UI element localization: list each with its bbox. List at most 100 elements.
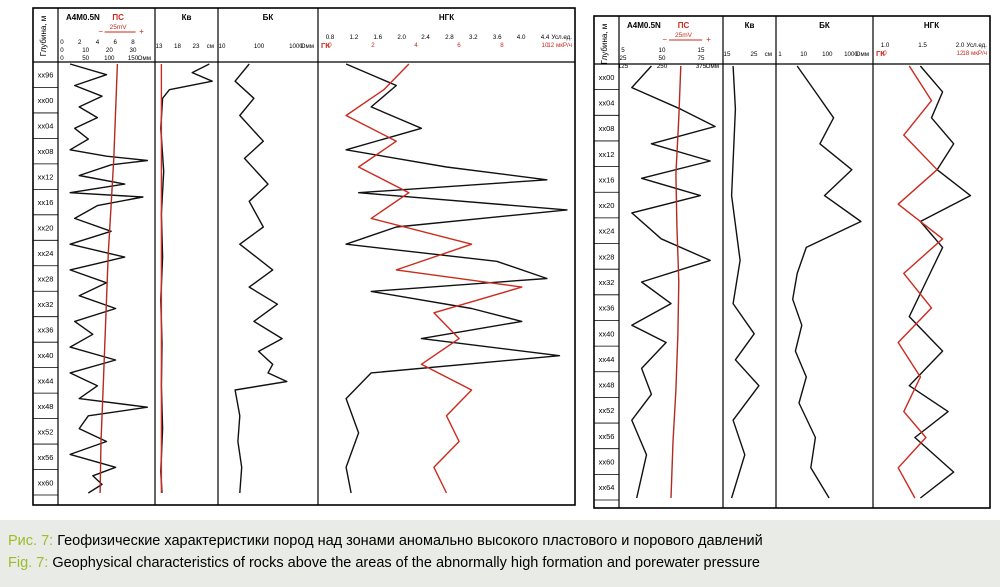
depth-tick-label: xx64 (599, 483, 615, 492)
scale-tick-label: 5 (621, 47, 625, 54)
log-curve-a4m05n (69, 63, 149, 494)
depth-tick-label: xx40 (38, 351, 54, 360)
depth-tick-label: xx04 (599, 98, 615, 107)
log-chart-svg: Глубина, м xx00 xx04 xx08 xx12 xx16 xx20 xx24 xx… (593, 15, 991, 509)
log-chart-svg: Глубина, м xx96 xx00 xx04 xx08 xx12 xx16 xx20 xx… (32, 7, 576, 506)
track-name: A4M0.5N (627, 21, 661, 30)
log-curve-гк (897, 65, 944, 499)
track-unit: Омм (138, 55, 151, 62)
caption-en-prefix: Fig. 7: (8, 555, 49, 571)
depth-tick-label: xx08 (38, 147, 54, 156)
track-name: БК (263, 13, 274, 22)
ps-scale: 25mV (675, 32, 693, 39)
log-curve-нгк (908, 65, 972, 499)
scale-tick-label: 1.2 (350, 34, 359, 41)
log-curve-нгк (345, 63, 568, 494)
scale-tick-label: 10 (659, 47, 666, 54)
ps-plus: + (706, 35, 711, 44)
depth-tick-label: xx12 (599, 150, 615, 159)
track-unit-top: Усл.ед. (551, 34, 572, 41)
scale-tick-label: 20 (106, 47, 113, 54)
caption-ru-text: Геофизические характеристики пород над з… (57, 533, 763, 549)
scale-tick-label: 2 (78, 39, 82, 46)
depth-tick-label: xx24 (599, 227, 615, 236)
depth-tick-label: xx32 (599, 278, 615, 287)
scale-tick-label: 0 (60, 47, 64, 54)
caption-en-text: Geophysical characteristics of rocks abo… (52, 555, 760, 571)
scale-tick-label: 13 (156, 43, 163, 50)
depth-tick-label: xx36 (599, 304, 615, 313)
track-unit-bottom: 12 мкР/ч (547, 42, 572, 49)
depth-tick-label: xx04 (38, 122, 54, 131)
scale-tick-label: 150 (128, 55, 139, 62)
chart-frame (32, 7, 576, 506)
scale-tick-label: 0 (60, 39, 64, 46)
track-name: Кв (182, 13, 192, 22)
caption-en: Fig. 7: Geophysical characteristics of r… (8, 552, 986, 574)
depth-tick-label: xx40 (599, 329, 615, 338)
scale-tick-label: 100 (104, 55, 115, 62)
scale-tick-label: 4 (414, 42, 418, 49)
depth-tick-label: xx20 (38, 224, 54, 233)
scale-tick-label: 0 (883, 50, 887, 57)
ps-label: ПС (112, 13, 124, 22)
scale-tick-label: 1.5 (918, 42, 927, 49)
scale-tick-label: 2.0 (397, 34, 406, 41)
scale-tick-label: 250 (657, 63, 668, 70)
scale-tick-label: 0.8 (326, 34, 335, 41)
depth-tick-label: xx00 (38, 96, 54, 105)
track-unit-top: Усл.ед. (966, 42, 987, 49)
depth-tick-label: xx60 (38, 478, 54, 487)
log-curve-кв (160, 63, 213, 494)
depth-tick-label: xx16 (599, 175, 615, 184)
scale-tick-label: 25 (620, 55, 627, 62)
gk-sublabel: ГК (876, 49, 885, 58)
scale-tick-label: 100 (254, 43, 265, 50)
depth-tick-label: xx24 (38, 249, 54, 258)
log-curve-бк (234, 63, 288, 494)
log-curve-кв (730, 65, 760, 499)
chart-frame (593, 15, 991, 509)
track-unit-bottom: 18 мкР/ч (962, 50, 987, 57)
scale-tick-label: 25 (751, 51, 758, 58)
depth-tick-label: xx00 (599, 73, 615, 82)
depth-tick-label: xx60 (599, 458, 615, 467)
log-curve-гк (345, 63, 523, 494)
scale-tick-label: 4.0 (517, 34, 526, 41)
scale-tick-label: 2 (371, 42, 375, 49)
scale-tick-label: 23 (193, 43, 200, 50)
scale-tick-label: 0 (328, 42, 332, 49)
depth-tick-label: xx16 (38, 198, 54, 207)
depth-tick-label: xx32 (38, 300, 54, 309)
track-unit: Омм (706, 63, 719, 70)
depth-tick-label: xx96 (38, 71, 54, 80)
scale-tick-label: 3.6 (493, 34, 502, 41)
track-name: НГК (924, 21, 939, 30)
log-curve-пс (670, 65, 682, 499)
depth-tick-label: xx28 (599, 252, 615, 261)
depth-tick-label: xx20 (599, 201, 615, 210)
scale-tick-label: 2.0 (956, 42, 965, 49)
depth-tick-label: xx44 (38, 376, 54, 385)
log-panel-left: Глубина, м xx96 xx00 xx04 xx08 xx12 xx16 xx20 xx… (32, 7, 576, 506)
depth-tick-label: xx12 (38, 173, 54, 182)
ps-scale: 25mV (110, 24, 128, 31)
scale-tick-label: 4.4 (541, 34, 550, 41)
track-unit: Омм (301, 43, 314, 50)
scale-tick-label: 8 (500, 42, 504, 49)
ps-plus: + (139, 27, 144, 36)
scale-tick-label: 30 (130, 47, 137, 54)
ps-minus: − (662, 35, 667, 44)
depth-tick-label: xx28 (38, 275, 54, 284)
depth-tick-label: xx52 (599, 406, 615, 415)
depth-tick-label: xx52 (38, 427, 54, 436)
scale-tick-label: 15 (724, 51, 731, 58)
scale-tick-label: 4 (96, 39, 100, 46)
scale-tick-label: 2.4 (421, 34, 430, 41)
track-unit: Омм (856, 51, 869, 58)
scale-tick-label: 6 (457, 42, 461, 49)
scale-tick-label: 10 (219, 43, 226, 50)
scale-tick-label: 10 (542, 42, 549, 49)
log-panel-right: Глубина, м xx00 xx04 xx08 xx12 xx16 xx20 xx24 xx… (588, 0, 1000, 515)
track-unit: см (207, 43, 214, 50)
